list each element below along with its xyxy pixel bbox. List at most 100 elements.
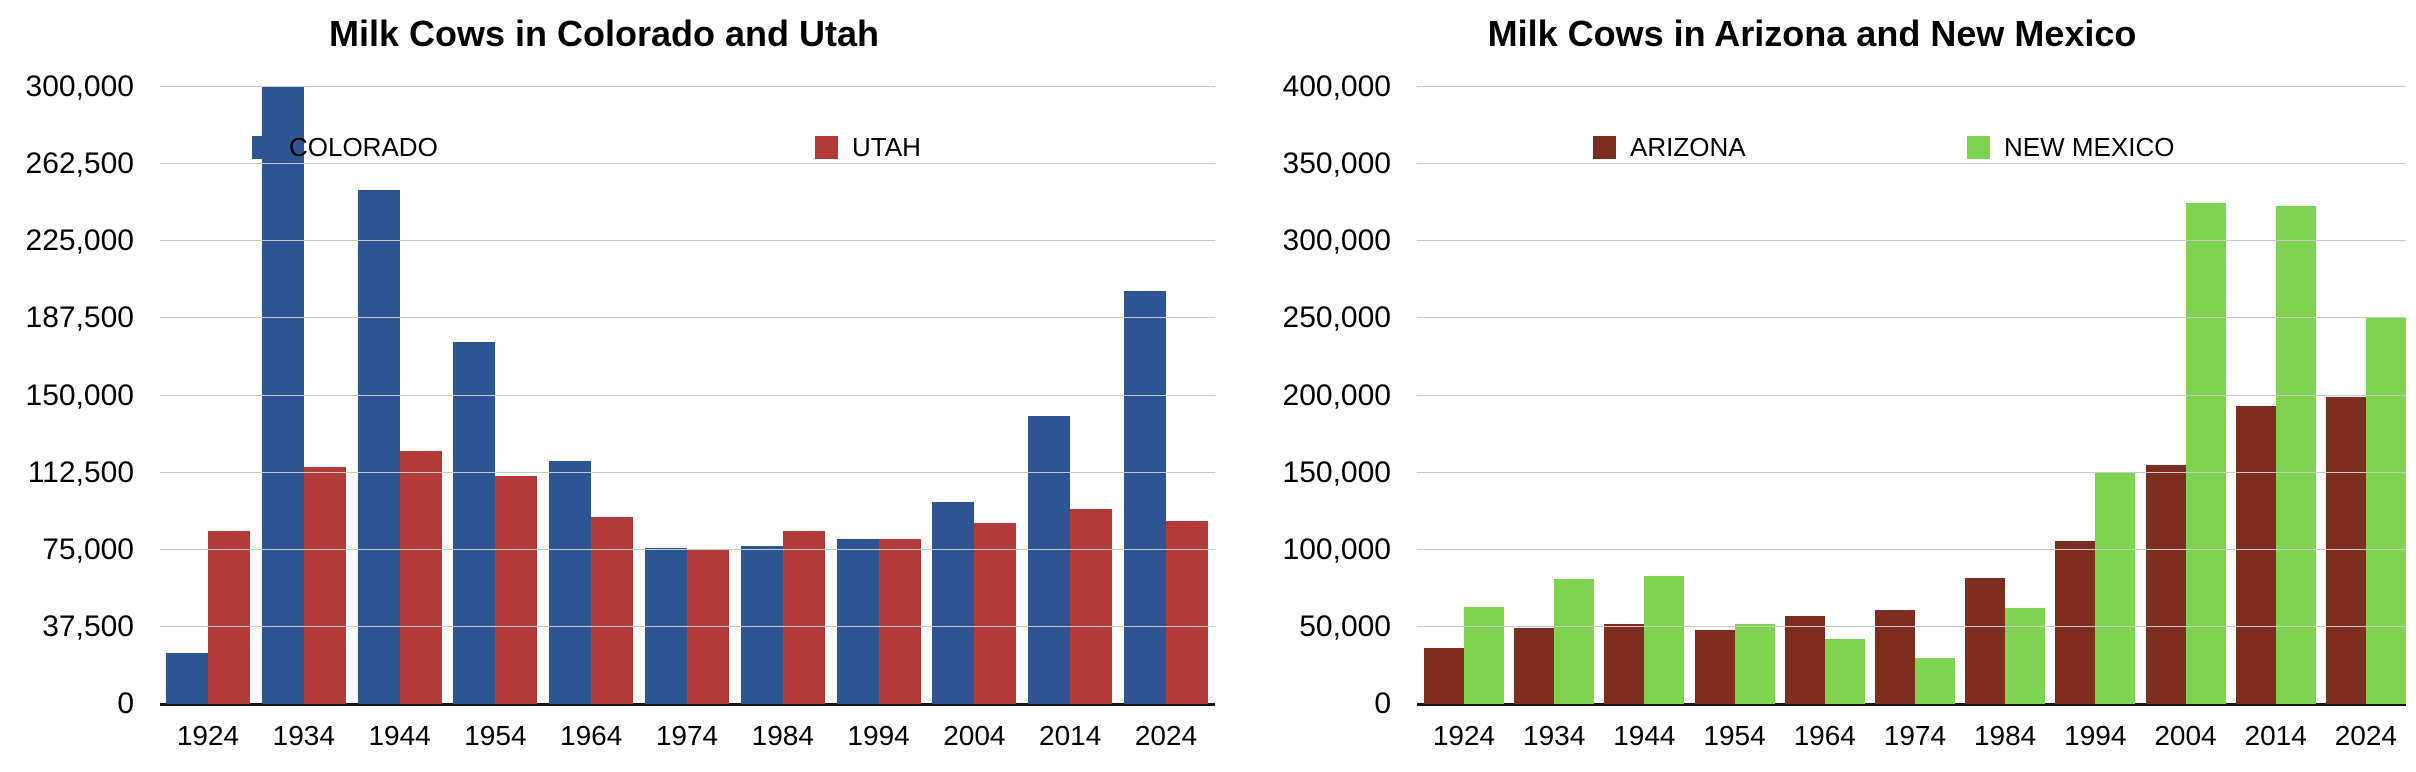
bar-arizona-2004 xyxy=(2145,464,2186,704)
bar-arizona-1964 xyxy=(1784,616,1825,704)
chart-title: Milk Cows in Colorado and Utah xyxy=(328,13,880,54)
legend-label-new-mexico: NEW MEXICO xyxy=(2004,132,2175,162)
y-axis-label: 112,500 xyxy=(27,455,134,489)
bar-new-mexico-1924 xyxy=(1464,606,1504,704)
y-axis-label: 100,000 xyxy=(1282,532,1391,566)
x-axis-label-1944: 1944 xyxy=(1613,720,1676,751)
bar-group-1974 xyxy=(1874,87,1955,704)
bar-new-mexico-1934 xyxy=(1554,579,1595,704)
bar-arizona-1994 xyxy=(2055,540,2096,704)
y-axis-label: 0 xyxy=(1374,687,1391,720)
y-axis-label: 350,000 xyxy=(1282,147,1391,181)
x-axis-label-1964: 1964 xyxy=(560,720,623,751)
gridline xyxy=(160,625,1215,627)
bar-arizona-2014 xyxy=(2235,406,2276,704)
bar-group-1964 xyxy=(549,87,634,704)
bar-group-2014 xyxy=(1028,87,1113,704)
y-axis-label: 262,500 xyxy=(25,147,134,181)
bar-utah-1954 xyxy=(495,475,538,704)
legend-swatch-colorado xyxy=(252,135,275,159)
bar-arizona-1934 xyxy=(1514,628,1555,704)
x-axis-label-1944: 1944 xyxy=(368,720,431,751)
legend-swatch-arizona xyxy=(1593,135,1616,159)
bar-arizona-1924 xyxy=(1424,648,1464,704)
bars-row xyxy=(160,87,1215,704)
bar-group-1944 xyxy=(357,87,442,704)
gridline xyxy=(160,86,1215,87)
x-axis-label-1984: 1984 xyxy=(1973,720,2037,751)
bar-group-1954 xyxy=(453,87,538,704)
bar-group-1924 xyxy=(166,87,250,704)
y-axis-label: 400,000 xyxy=(1282,70,1391,103)
bar-colorado-1944 xyxy=(357,189,400,704)
x-axis-label-1924: 1924 xyxy=(1432,720,1496,751)
y-axis-label: 37,500 xyxy=(42,609,134,643)
gridline xyxy=(160,471,1215,473)
bar-group-1934 xyxy=(261,87,346,704)
x-axis-label-2014: 2014 xyxy=(1039,720,1102,751)
bar-new-mexico-1974 xyxy=(1914,657,1955,704)
bar-colorado-1984 xyxy=(740,545,783,704)
bar-group-2024 xyxy=(2325,87,2406,704)
x-axis-label-2014: 2014 xyxy=(2244,720,2307,751)
bar-group-1994 xyxy=(836,87,921,704)
bar-arizona-1984 xyxy=(1965,577,2006,704)
bar-new-mexico-1944 xyxy=(1644,575,1685,704)
gridline xyxy=(160,548,1215,550)
x-axis-labels: 1924 1934 1944 1954 1964 1974 1984 1994 2004 2014… xyxy=(160,722,1215,750)
y-axis-label: 300,000 xyxy=(25,70,134,103)
bar-colorado-1994 xyxy=(836,539,879,704)
bar-colorado-1954 xyxy=(453,342,496,704)
y-axis-label: 300,000 xyxy=(1282,224,1391,258)
bar-utah-1974 xyxy=(686,549,729,704)
y-axis-label: 250,000 xyxy=(1282,301,1391,335)
legend-item-utah: UTAH xyxy=(815,134,921,160)
x-axis-label-1934: 1934 xyxy=(272,720,335,751)
legend-swatch-utah xyxy=(815,135,838,159)
bar-utah-2004 xyxy=(974,523,1017,704)
bar-utah-1944 xyxy=(399,451,442,704)
gridline xyxy=(1417,317,2406,319)
bar-group-2004 xyxy=(2145,87,2226,704)
x-axis-label-1994: 1994 xyxy=(847,720,910,751)
bar-utah-1984 xyxy=(782,531,825,704)
legend-swatch-new-mexico xyxy=(1967,135,1990,159)
bar-utah-1924 xyxy=(208,531,250,704)
gridline xyxy=(1417,471,2406,473)
bar-new-mexico-1964 xyxy=(1824,639,1865,704)
bars-row xyxy=(1417,87,2406,704)
legend-item-colorado: COLORADO xyxy=(252,134,438,160)
bar-new-mexico-2024 xyxy=(2365,318,2406,704)
bar-colorado-1934 xyxy=(261,87,304,704)
bar-arizona-1974 xyxy=(1874,609,1915,704)
legend-label-arizona: ARIZONA xyxy=(1630,132,1746,162)
y-axis-label: 150,000 xyxy=(1282,455,1391,489)
gridline xyxy=(1417,163,2406,165)
x-axis-label-1994: 1994 xyxy=(2064,720,2127,751)
bar-colorado-1964 xyxy=(549,461,592,704)
bar-new-mexico-1994 xyxy=(2095,472,2136,704)
x-axis-label-1974: 1974 xyxy=(1883,720,1947,751)
y-axis-label: 225,000 xyxy=(25,224,134,258)
bar-group-1994 xyxy=(2055,87,2136,704)
bar-group-1964 xyxy=(1784,87,1865,704)
x-axis-label-1934: 1934 xyxy=(1523,720,1586,751)
bar-group-1984 xyxy=(740,87,825,704)
y-axis-label: 50,000 xyxy=(1299,609,1391,643)
chart-colorado-utah: Milk Cows in Colorado and Utah 1924 1934 1… xyxy=(25,13,1215,750)
bar-group-2004 xyxy=(932,87,1017,704)
bar-colorado-1974 xyxy=(644,547,687,704)
bar-utah-2024 xyxy=(1165,520,1208,704)
x-axis-label-2024: 2024 xyxy=(2334,720,2398,751)
bar-arizona-1954 xyxy=(1694,629,1735,704)
bar-arizona-1944 xyxy=(1604,623,1645,704)
gridline xyxy=(160,163,1215,165)
x-axis-label-1964: 1964 xyxy=(1793,720,1856,751)
bar-group-2014 xyxy=(2235,87,2316,704)
legend-item-new-mexico: NEW MEXICO xyxy=(1967,134,2174,160)
bar-group-1954 xyxy=(1694,87,1775,704)
x-axis-label-1924: 1924 xyxy=(176,720,240,751)
bar-colorado-1924 xyxy=(166,652,208,704)
bar-new-mexico-1954 xyxy=(1734,623,1775,704)
